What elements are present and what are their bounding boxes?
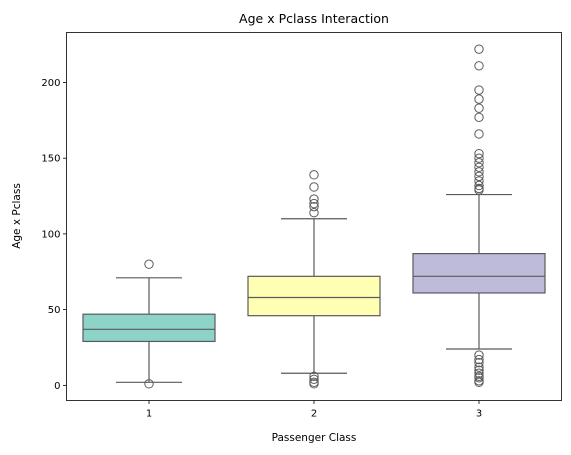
outlier-point xyxy=(309,182,319,192)
outlier-point xyxy=(474,368,484,378)
outlier-point xyxy=(474,171,484,182)
chart-title: Age x Pclass Interaction xyxy=(239,11,389,26)
x-axis-title: Passenger Class xyxy=(272,432,357,444)
outlier-point xyxy=(474,162,484,172)
outlier-point xyxy=(474,129,484,139)
outlier-point xyxy=(474,61,484,71)
box-iqr xyxy=(82,313,216,343)
outlier-point xyxy=(474,112,484,123)
outlier-point xyxy=(309,198,319,209)
plot-area xyxy=(82,44,546,389)
outlier-point xyxy=(474,377,484,388)
x-axis: 1 2 3 xyxy=(146,400,482,420)
x-tick-label: 2 xyxy=(311,409,317,420)
outlier-point xyxy=(474,153,484,163)
outlier-point xyxy=(474,357,484,368)
outlier-point xyxy=(474,176,484,186)
outlier-point xyxy=(474,373,484,383)
outlier-point xyxy=(144,259,154,269)
outlier-point xyxy=(474,350,484,360)
outlier-point xyxy=(144,379,154,389)
outlier-point xyxy=(309,170,319,180)
y-tick-label: 200 xyxy=(41,78,60,89)
outlier-point xyxy=(474,94,484,104)
y-tick-label: 150 xyxy=(41,154,60,165)
outlier-point xyxy=(309,201,319,212)
outlier-point xyxy=(474,103,484,113)
outlier-point xyxy=(474,167,484,177)
outlier-point xyxy=(309,371,319,381)
outlier-point xyxy=(474,185,484,195)
y-tick-label: 50 xyxy=(48,305,61,316)
outlier-point xyxy=(309,379,319,389)
x-tick-label: 3 xyxy=(476,409,482,420)
outlier-point xyxy=(474,365,484,375)
y-axis: 0 50 100 150 200 xyxy=(41,78,67,392)
box-group-2 xyxy=(247,170,381,389)
outlier-point xyxy=(474,362,484,372)
outlier-point xyxy=(474,180,484,191)
outlier-point xyxy=(474,354,484,365)
y-axis-title: Age x Pclass xyxy=(11,183,23,249)
box-iqr xyxy=(412,253,546,294)
y-tick-label: 100 xyxy=(41,229,60,240)
outlier-point xyxy=(309,194,319,204)
y-tick-label: 0 xyxy=(54,381,60,392)
box-group-3 xyxy=(412,44,546,388)
outlier-point xyxy=(474,85,484,95)
outlier-point xyxy=(474,158,484,168)
box-group-1 xyxy=(82,259,216,389)
outlier-point xyxy=(474,148,484,159)
box-iqr xyxy=(247,275,381,317)
x-tick-label: 1 xyxy=(146,409,152,420)
outlier-point xyxy=(474,44,484,54)
outlier-point xyxy=(309,374,319,384)
outlier-point xyxy=(309,208,319,218)
